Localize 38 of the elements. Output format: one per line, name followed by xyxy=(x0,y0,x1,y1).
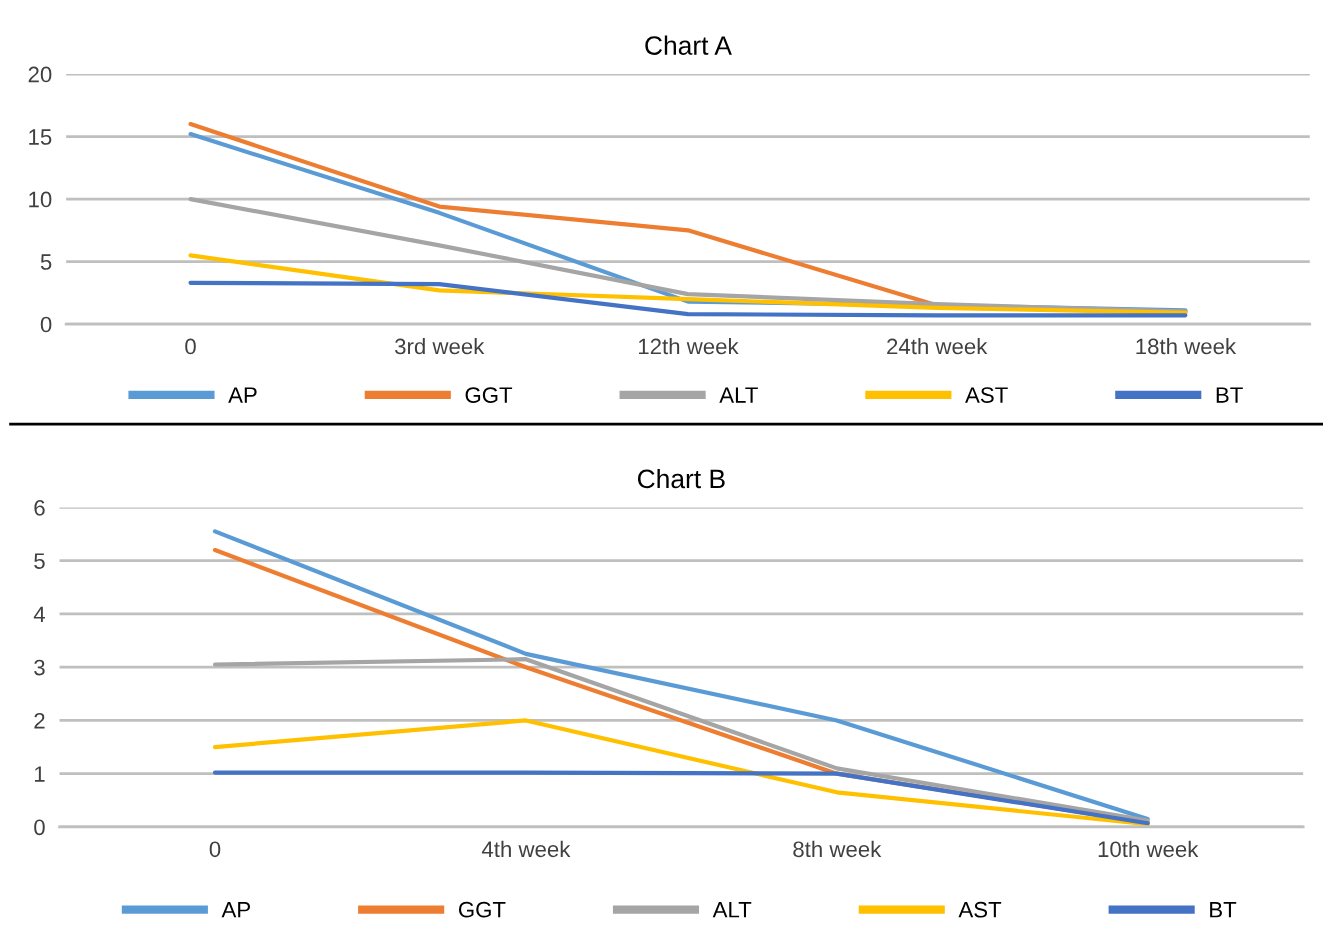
y-tick-label: 15 xyxy=(29,129,52,145)
y-tick-label: 0 xyxy=(40,316,52,333)
legend-label: ALT xyxy=(719,387,758,403)
x-tick-label: 4th week xyxy=(481,840,571,858)
y-tick-label: 6 xyxy=(34,499,45,516)
legend-label: ALT xyxy=(712,902,752,918)
y-tick-label: 0 xyxy=(34,819,45,836)
x-tick-label: 10th week xyxy=(1098,840,1199,858)
y-tick-label: 20 xyxy=(28,66,52,83)
y-tick-label: 5 xyxy=(40,254,52,270)
legend-label: BT xyxy=(1216,387,1243,403)
chart-title: Chart B xyxy=(637,468,725,489)
legend-label: GGT xyxy=(458,901,506,918)
legend-label: AST xyxy=(965,387,1008,403)
x-tick-label: 3rd week xyxy=(395,337,485,355)
line-series xyxy=(212,718,1150,827)
line-series xyxy=(188,253,1188,315)
x-tick-label: 18th week xyxy=(1136,337,1237,355)
y-tick-label: 5 xyxy=(34,553,45,569)
y-tick-label: 1 xyxy=(34,766,45,782)
line-series xyxy=(188,280,1188,318)
chart-title: Chart A xyxy=(645,35,732,55)
legend-label: BT xyxy=(1210,902,1237,918)
x-tick-label: 24th week xyxy=(887,337,988,355)
legend-label: GGT xyxy=(465,387,513,403)
legend-label: AP xyxy=(221,902,250,918)
line-series xyxy=(212,657,1150,823)
y-tick-label: 2 xyxy=(34,712,45,729)
x-tick-label: 12th week xyxy=(639,337,739,355)
line-series xyxy=(188,197,1188,314)
x-tick-label: 0 xyxy=(185,338,196,355)
legend-label: AP xyxy=(228,387,257,403)
x-tick-label: 8th week xyxy=(793,840,882,858)
legend-label: AST xyxy=(958,901,1002,918)
x-tick-label: 0 xyxy=(209,841,221,858)
y-tick-label: 3 xyxy=(34,659,45,676)
y-tick-label: 4 xyxy=(33,606,45,622)
y-tick-label: 10 xyxy=(29,191,52,208)
